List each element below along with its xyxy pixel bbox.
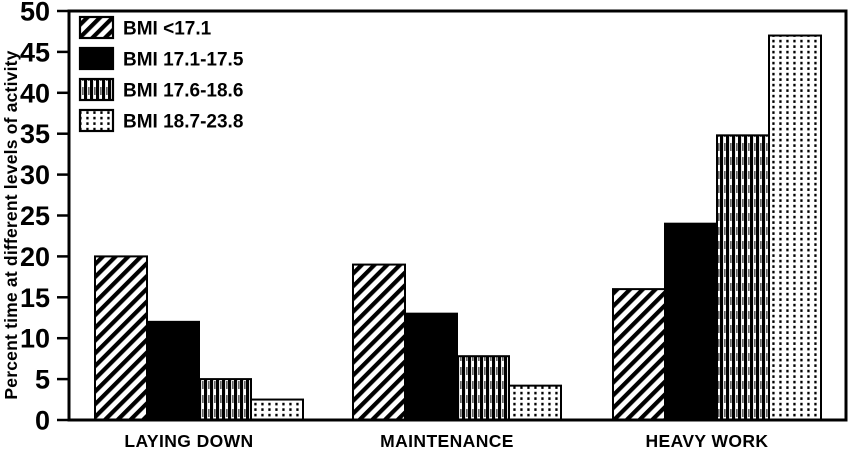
- bar-maintenance-series-3: [508, 384, 562, 422]
- bar-heavy-work-series-3: [768, 34, 822, 421]
- legend-label: BMI 17.6-18.6: [123, 81, 243, 102]
- category-label-heavy-work: HEAVY WORK: [646, 431, 769, 451]
- bar-laying-down-series-0: [94, 255, 148, 421]
- bar-laying-down-series-2: [198, 378, 252, 422]
- y-tick-label: 30: [20, 160, 50, 190]
- y-axis-title: Percent time at different levels of acti…: [1, 50, 21, 399]
- legend-label: BMI 17.1-17.5: [123, 50, 244, 71]
- y-tick-label: 40: [20, 78, 50, 108]
- legend-swatch-vertical-lines: [78, 77, 115, 102]
- y-tick-label: 5: [35, 365, 50, 395]
- bar-maintenance-series-0: [352, 263, 406, 421]
- bar-maintenance-series-2: [456, 355, 510, 422]
- y-tick-label: 35: [20, 119, 50, 149]
- legend-swatch-dots: [78, 108, 115, 133]
- y-tick-label: 10: [20, 324, 50, 354]
- legend-item: BMI <17.1: [78, 15, 212, 40]
- bar-heavy-work-series-1: [664, 222, 718, 421]
- bar-heavy-work-series-2: [716, 134, 770, 421]
- category-label-laying-down: LAYING DOWN: [124, 431, 253, 451]
- bar-laying-down-series-3: [250, 398, 304, 421]
- y-tick-label: 45: [20, 37, 50, 67]
- legend-label: BMI 18.7-23.8: [123, 112, 243, 133]
- legend-swatch-diagonal-hatch: [78, 15, 115, 40]
- legend-label: BMI <17.1: [123, 19, 212, 40]
- bar-heavy-work-series-0: [612, 288, 666, 421]
- bar-laying-down-series-1: [146, 320, 200, 421]
- bars-layer: [94, 34, 822, 422]
- y-tick-label: 15: [20, 283, 50, 313]
- legend-item: BMI 18.7-23.8: [78, 108, 243, 133]
- legend-swatch-solid-black: [78, 46, 115, 71]
- y-tick-label: 50: [20, 0, 50, 27]
- category-label-maintenance: MAINTENANCE: [380, 431, 514, 451]
- bar-maintenance-series-1: [404, 312, 458, 421]
- y-tick-label: 20: [20, 242, 50, 272]
- y-tick-label: 25: [20, 201, 50, 231]
- x-axis-labels: LAYING DOWN MAINTENANCE HEAVY WORK: [124, 431, 768, 451]
- legend: BMI <17.1 BMI 17.1-17.5 BMI 17.6-18.6 BMI 1…: [78, 15, 244, 133]
- legend-item: BMI 17.1-17.5: [78, 46, 244, 71]
- legend-item: BMI 17.6-18.6: [78, 77, 243, 102]
- y-axis: 0 5 10 15 20 25 30 35 40 45 50: [20, 0, 69, 436]
- y-tick-label: 0: [35, 406, 50, 436]
